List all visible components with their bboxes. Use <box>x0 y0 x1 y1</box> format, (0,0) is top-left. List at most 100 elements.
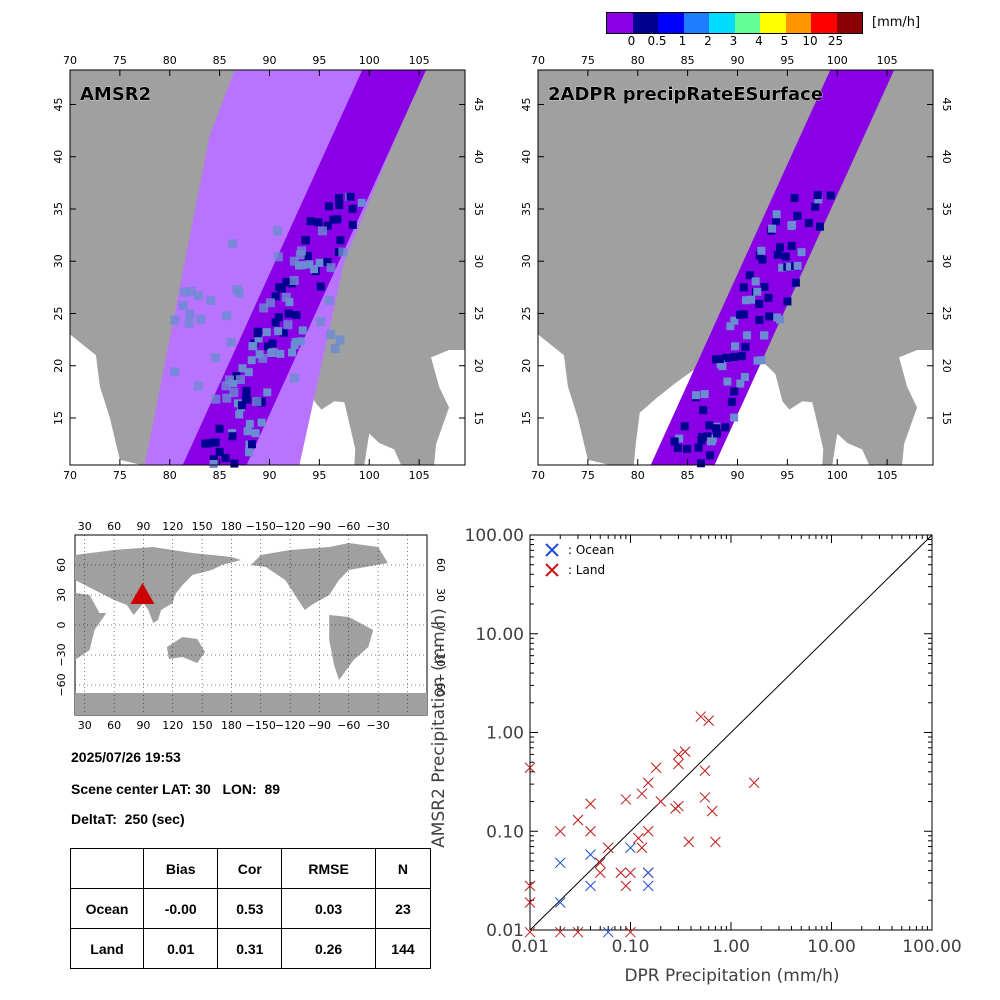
rain-pixel <box>758 255 767 264</box>
rain-pixel <box>298 326 307 335</box>
colorbar-swatch <box>658 13 684 33</box>
rain-pixel <box>675 434 684 443</box>
rain-pixel <box>211 353 221 363</box>
lon-tick-label-top: 90 <box>730 54 744 67</box>
globe-lat-label-left: 60 <box>55 558 68 572</box>
rain-pixel <box>764 293 773 302</box>
rain-pixel <box>776 315 785 324</box>
rain-pixel <box>775 243 784 252</box>
rain-pixel <box>680 422 689 431</box>
marker-stroke <box>650 762 662 774</box>
data-point-land <box>585 798 596 810</box>
rain-pixel <box>670 437 679 446</box>
data-point-land <box>554 825 566 837</box>
rain-pixel <box>170 315 180 325</box>
north-america-land <box>251 543 388 610</box>
rain-pixel <box>276 349 285 358</box>
rain-pixel <box>296 337 305 346</box>
stats-cell: 0.31 <box>217 928 283 969</box>
rain-pixel <box>289 256 299 266</box>
stats-cell: 0.03 <box>281 888 376 929</box>
rain-pixel <box>706 437 715 446</box>
data-point-land <box>650 762 662 774</box>
colorbar-swatch <box>632 13 658 33</box>
data-point-land <box>524 926 536 938</box>
map-frame <box>537 69 934 466</box>
data-point-land <box>655 796 667 807</box>
rain-pixel <box>815 222 824 231</box>
globe-lat-label-right: −60 <box>434 673 447 696</box>
lon-tick-label-top: 95 <box>780 54 794 67</box>
rain-pixel <box>269 347 279 357</box>
rain-pixel <box>184 318 194 328</box>
marker-stroke <box>636 788 648 800</box>
marker-stroke <box>703 715 715 726</box>
rain-pixel <box>292 311 301 320</box>
lat-tick-label-left: 30 <box>52 254 65 268</box>
rain-pixel <box>263 342 272 351</box>
stats-header-cor: Cor <box>217 848 283 889</box>
rain-pixel <box>793 211 802 220</box>
rain-pixel <box>737 352 746 361</box>
rain-pixel <box>230 459 239 468</box>
data-point-ocean <box>642 867 654 879</box>
rain-pixel <box>310 265 319 274</box>
rain-pixel <box>731 342 740 351</box>
globe-lon-label-top: −30 <box>367 520 390 533</box>
lat-tick-label-right: 20 <box>472 359 485 373</box>
colorbar-tick-label: 0.5 <box>647 34 667 48</box>
rain-pixel <box>314 218 323 227</box>
marker-stroke <box>710 836 721 848</box>
data-point-land <box>673 800 684 812</box>
lon-tick-label-bottom: 85 <box>213 469 227 482</box>
globe-lon-label-bottom: 150 <box>192 719 213 732</box>
rain-pixel <box>348 204 357 213</box>
globe-lon-label-top: 120 <box>162 520 183 533</box>
one-to-one-line <box>529 534 933 931</box>
rain-pixel <box>252 397 262 407</box>
data-point-land <box>625 926 636 938</box>
rain-pixel <box>221 381 231 391</box>
rain-pixel <box>185 309 195 319</box>
rain-pixel <box>283 320 293 330</box>
legend-label: : Land <box>568 563 605 577</box>
rain-pixel <box>194 291 204 301</box>
rain-pixel <box>790 194 799 203</box>
lat-tick-label-left: 35 <box>520 202 533 216</box>
globe-lon-label-bottom: −150 <box>246 719 276 732</box>
marker-stroke <box>642 825 654 837</box>
globe-lon-label-bottom: 90 <box>136 719 150 732</box>
rain-pixel <box>722 353 731 362</box>
stats-row-land: Land 0.01 0.31 0.26 144 <box>70 928 432 969</box>
y-tick-label: 100.00 <box>465 526 524 546</box>
marker-stroke <box>633 832 644 844</box>
rain-pixel <box>700 390 709 399</box>
data-point-land <box>633 832 644 844</box>
rain-pixel <box>727 397 736 406</box>
rain-pixel <box>251 429 260 438</box>
rain-pixel <box>268 339 277 348</box>
rain-pixel <box>233 399 242 408</box>
rain-pixel <box>170 367 180 377</box>
rain-pixel <box>682 444 691 453</box>
rain-pixel <box>757 246 766 255</box>
rain-pixel <box>739 310 748 319</box>
rain-pixel <box>186 287 196 297</box>
rain-pixel <box>316 282 325 291</box>
delta-t: DeltaT: 250 (sec) <box>71 811 185 827</box>
x-tick-label: 10.00 <box>807 937 856 957</box>
lon-tick-label-bottom: 85 <box>681 469 695 482</box>
rain-pixel <box>755 316 764 325</box>
rain-pixel <box>716 360 725 369</box>
rain-pixel <box>222 393 232 403</box>
lat-tick-label-left: 45 <box>52 97 65 111</box>
rain-pixel <box>721 423 730 432</box>
globe-lon-label-bottom: −90 <box>308 719 331 732</box>
marker-stroke <box>642 777 654 789</box>
colorbar-tick-label: 5 <box>780 34 789 48</box>
marker-stroke <box>524 762 536 774</box>
data-point-land <box>683 836 695 848</box>
data-point-ocean <box>602 926 614 938</box>
rain-pixel <box>785 262 794 271</box>
stats-cell: Land <box>70 928 144 969</box>
